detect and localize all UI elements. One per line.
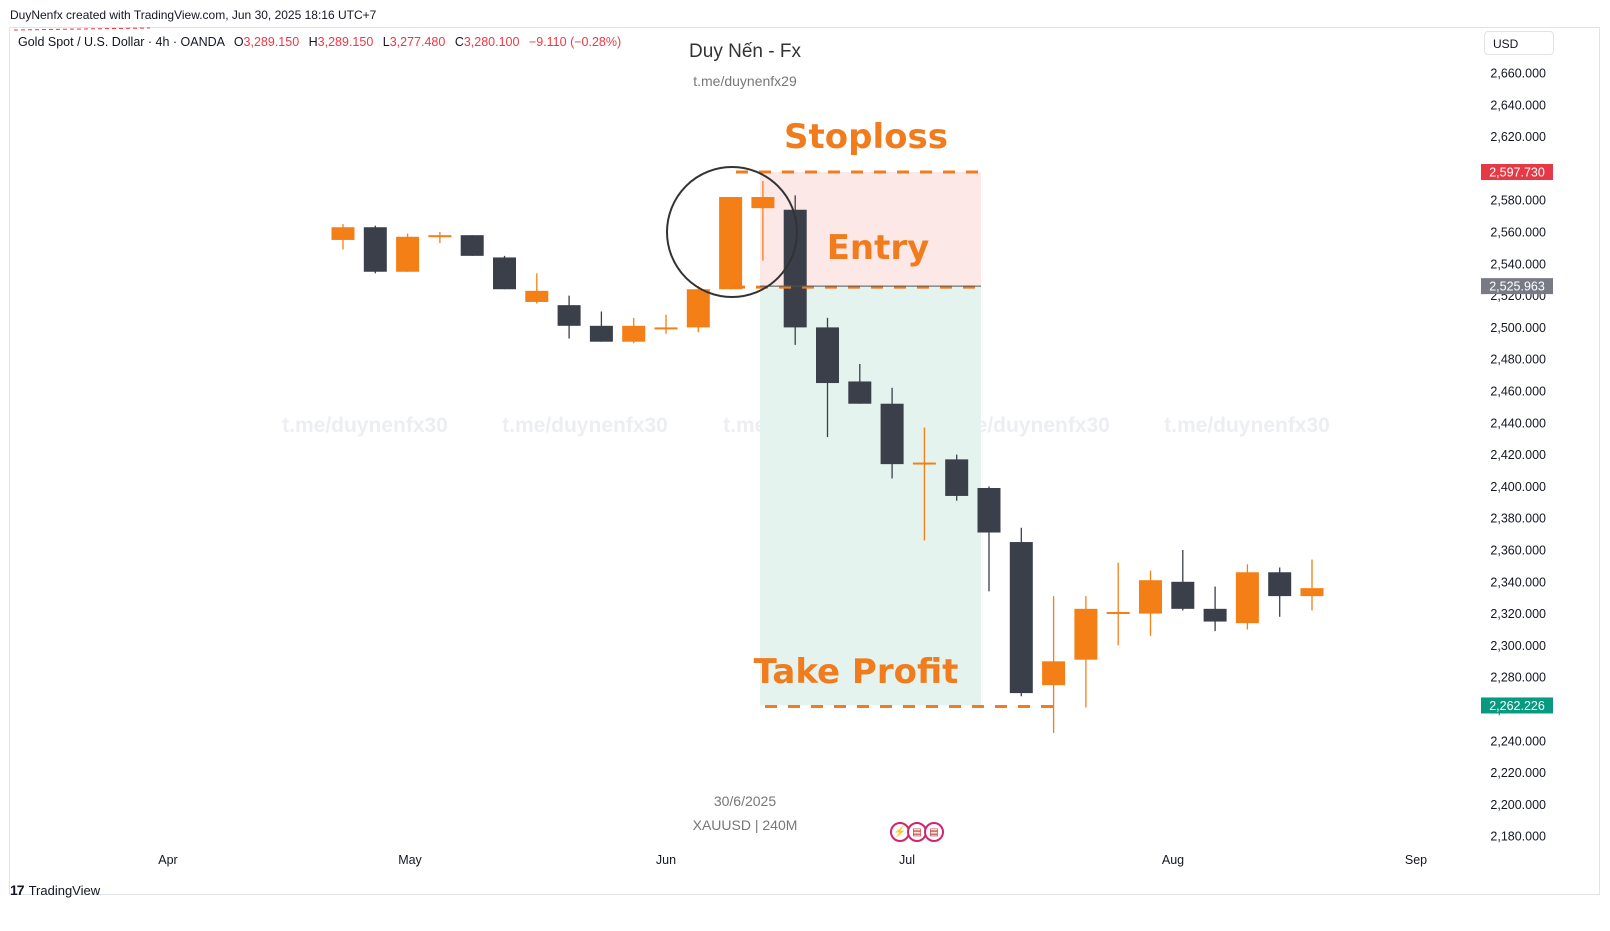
us-flag-icon[interactable]: ▤ (924, 822, 944, 842)
y-axis-tick-label: 2,500.000 (1490, 321, 1546, 335)
highlight-circle (666, 166, 798, 298)
close-value: 3,280.100 (463, 35, 520, 49)
watermark-symbol: XAUUSD | 240M (692, 817, 798, 833)
y-axis-tick-label: 2,280.000 (1490, 671, 1546, 685)
candle-body[interactable] (1268, 572, 1292, 597)
change-value: −9.110 (−0.28%) (528, 35, 622, 49)
take-profit-annotation: Take Profit (754, 652, 959, 692)
low-value: 3,277.480 (389, 35, 446, 49)
x-axis-tick-label: Aug (1162, 853, 1184, 867)
candle-body[interactable] (363, 227, 387, 272)
tradingview-logo-icon[interactable]: 17 (10, 882, 25, 898)
open-value: 3,289.150 (243, 35, 300, 49)
watermark-subtitle: t.me/duynenfx29 (693, 73, 797, 89)
candle-body[interactable] (1203, 608, 1227, 622)
watermark-repeat-text: t.me/duynenfx30 (944, 414, 1110, 437)
watermark-repeat-text: t.me/duynenfx30 (1164, 414, 1330, 437)
high-label: H (308, 35, 318, 49)
chart-attribution: DuyNenfx created with TradingView.com, J… (10, 8, 377, 22)
x-axis-tick-label: May (398, 853, 422, 867)
candle-body[interactable] (1171, 581, 1195, 609)
candle-body[interactable] (1074, 608, 1098, 660)
y-axis-tick-label: 2,240.000 (1490, 734, 1546, 748)
y-axis-tick-label: 2,460.000 (1490, 385, 1546, 399)
y-axis-tick-label: 2,320.000 (1490, 607, 1546, 621)
candle-body[interactable] (686, 289, 710, 328)
footer-brand[interactable]: TradingView (28, 882, 101, 898)
y-axis-tick-label: 2,480.000 (1490, 353, 1546, 367)
candle-body[interactable] (589, 325, 613, 342)
candle-body[interactable] (1009, 542, 1033, 694)
chart-frame (9, 27, 1600, 895)
candle-body[interactable] (880, 403, 904, 465)
candle-body[interactable] (1042, 661, 1066, 686)
candle-body[interactable] (848, 381, 872, 404)
candle-body[interactable] (396, 236, 420, 272)
watermark-repeat-text: t.me/duynenfx30 (502, 414, 668, 437)
stoploss-annotation: Stoploss (784, 117, 948, 157)
candle-body[interactable] (557, 305, 581, 326)
candle-body[interactable] (751, 197, 775, 209)
candle-body[interactable] (1139, 580, 1162, 614)
y-axis-tick-label: 2,400.000 (1490, 480, 1546, 494)
take-profit-price-tag-bg (1481, 697, 1553, 714)
y-axis-tick-label: 2,560.000 (1490, 226, 1546, 240)
candle-body[interactable] (783, 209, 807, 328)
take-profit-price-tag: 2,262.226 (1489, 699, 1545, 713)
watermark-date: 30/6/2025 (713, 793, 777, 809)
y-axis-tick-label: 2,640.000 (1490, 98, 1546, 112)
symbol-name[interactable]: Gold Spot / U.S. Dollar · 4h · OANDA (18, 35, 225, 49)
x-axis-tick-label: Jun (656, 853, 676, 867)
y-axis-tick-label: 2,300.000 (1490, 639, 1546, 653)
drawing-line-fragment (13, 27, 151, 31)
event-flags[interactable]: ⚡ ▤ ▤ (890, 822, 944, 842)
candle-body[interactable] (912, 462, 936, 465)
y-axis-tick-label: 2,540.000 (1490, 257, 1546, 271)
entry-price-tag: 2,525.963 (1489, 280, 1545, 294)
candle-body[interactable] (977, 487, 1001, 533)
y-axis-tick-label: 2,620.000 (1490, 130, 1546, 144)
candle-body[interactable] (816, 327, 839, 384)
stoploss-price-tag: 2,597.730 (1489, 166, 1545, 180)
candle-body[interactable] (622, 325, 646, 342)
high-value: 3,289.150 (317, 35, 374, 49)
y-axis-tick-label: 2,340.000 (1490, 575, 1546, 589)
x-axis-tick-label: Apr (158, 853, 177, 867)
candle-body[interactable] (654, 327, 678, 330)
candle-body[interactable] (1106, 612, 1130, 615)
y-axis-tick-label: 2,660.000 (1490, 67, 1546, 81)
candle-body[interactable] (719, 197, 743, 290)
open-label: O (233, 35, 244, 49)
symbol-info-row: Gold Spot / U.S. Dollar · 4h · OANDA O3,… (18, 35, 621, 49)
candle-body[interactable] (493, 257, 516, 290)
candle-body[interactable] (1235, 572, 1259, 624)
candle-body[interactable] (525, 290, 549, 302)
x-axis-tick-label: Jul (899, 853, 915, 867)
y-axis-tick-label: 2,420.000 (1490, 448, 1546, 462)
x-axis-tick-label: Sep (1405, 853, 1427, 867)
close-label: C (454, 35, 464, 49)
y-axis-tick-label: 2,180.000 (1490, 830, 1546, 844)
low-label: L (382, 35, 390, 49)
y-axis-tick-label: 2,220.000 (1490, 766, 1546, 780)
watermark-title: Duy Nến - Fx (689, 41, 801, 62)
y-axis-tick-label: 2,440.000 (1490, 416, 1546, 430)
currency-button[interactable]: USD (1484, 31, 1554, 55)
footer: 17 TradingView (10, 882, 100, 898)
entry-price-tag-bg (1481, 278, 1553, 295)
y-axis-tick-label: 2,580.000 (1490, 194, 1546, 208)
candle-body[interactable] (1300, 588, 1324, 597)
candle-body[interactable] (460, 235, 484, 256)
y-axis-tick-label: 2,380.000 (1490, 512, 1546, 526)
candle-body[interactable] (428, 235, 452, 238)
stoploss-price-tag-bg (1481, 164, 1553, 181)
candle-body[interactable] (331, 227, 355, 240)
entry-annotation: Entry (827, 228, 930, 268)
take-profit-zone (760, 286, 981, 706)
candle-body[interactable] (945, 459, 969, 496)
watermark-repeat-text: t.me/duynenfx30 (282, 414, 448, 437)
y-axis-tick-label: 2,200.000 (1490, 798, 1546, 812)
y-axis-tick-label: 2,360.000 (1490, 544, 1546, 558)
